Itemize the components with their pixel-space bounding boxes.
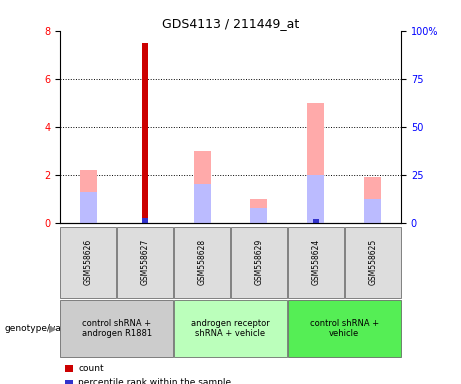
Text: GSM558627: GSM558627: [141, 239, 150, 285]
Bar: [307, 175, 324, 223]
Title: GDS4113 / 211449_at: GDS4113 / 211449_at: [162, 17, 299, 30]
Text: GSM558624: GSM558624: [311, 239, 320, 285]
Text: GSM558626: GSM558626: [84, 239, 93, 285]
Bar: [194, 151, 211, 223]
Bar: [142, 43, 148, 223]
Bar: [80, 192, 97, 223]
Text: androgen receptor
shRNA + vehicle: androgen receptor shRNA + vehicle: [191, 319, 270, 338]
Bar: [80, 170, 97, 223]
Bar: [307, 103, 324, 223]
Text: control shRNA +
androgen R1881: control shRNA + androgen R1881: [82, 319, 152, 338]
Text: control shRNA +
vehicle: control shRNA + vehicle: [310, 319, 379, 338]
Text: GSM558625: GSM558625: [368, 239, 377, 285]
Bar: [313, 219, 319, 223]
Text: genotype/variation: genotype/variation: [5, 324, 91, 333]
Text: GSM558629: GSM558629: [254, 239, 263, 285]
Text: percentile rank within the sample: percentile rank within the sample: [78, 378, 231, 384]
Text: GSM558628: GSM558628: [198, 239, 207, 285]
Bar: [250, 199, 267, 223]
Bar: [142, 218, 148, 223]
Bar: [364, 199, 381, 223]
Bar: [250, 208, 267, 223]
Text: ▶: ▶: [49, 324, 57, 334]
Bar: [364, 177, 381, 223]
Text: count: count: [78, 364, 104, 373]
Bar: [194, 184, 211, 223]
